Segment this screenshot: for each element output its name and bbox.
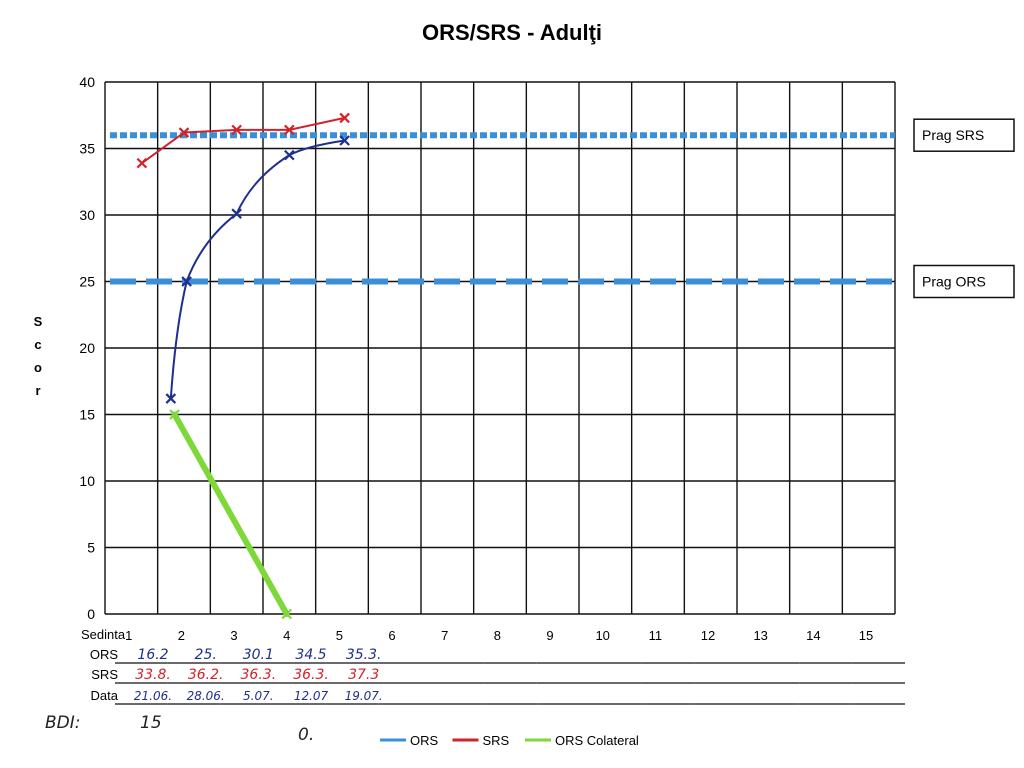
table-cell-data: 21.06. bbox=[134, 689, 172, 703]
data-point bbox=[181, 276, 192, 287]
threshold-label: Prag ORS bbox=[922, 274, 986, 290]
y-tick-label: 20 bbox=[79, 340, 95, 356]
bdi-value-1: 15 bbox=[140, 713, 162, 733]
x-tick-label: 10 bbox=[595, 628, 609, 643]
x-tick-label: 13 bbox=[753, 628, 767, 643]
table-cell-data: 5.07. bbox=[243, 689, 274, 703]
table-row-label: SRS bbox=[91, 667, 118, 682]
y-tick-label: 10 bbox=[79, 473, 95, 489]
series-line bbox=[171, 411, 290, 617]
table-cell-ors: 25. bbox=[195, 647, 217, 663]
x-tick-label: 9 bbox=[546, 628, 553, 643]
bdi-value-2: 0. bbox=[298, 725, 314, 745]
y-axis-label-letter: c bbox=[34, 337, 41, 352]
data-point bbox=[284, 124, 295, 136]
table-row-label: Data bbox=[91, 688, 119, 703]
x-tick-label: 15 bbox=[859, 628, 873, 643]
data-point bbox=[231, 208, 242, 219]
table-cell-srs: 36.3. bbox=[293, 667, 329, 683]
series-line bbox=[169, 139, 346, 400]
table-cell-ors: 34.5 bbox=[295, 647, 326, 663]
y-axis-label-letter: r bbox=[35, 383, 40, 398]
data-point bbox=[284, 149, 295, 161]
table-row-label: ORS bbox=[90, 647, 119, 662]
legend-label: ORS bbox=[410, 733, 439, 748]
data-point bbox=[136, 157, 148, 169]
x-axis-label: Sedinta bbox=[81, 627, 126, 642]
data-point bbox=[178, 127, 190, 138]
table-cell-srs: 36.3. bbox=[241, 667, 277, 683]
x-tick-label: 11 bbox=[649, 628, 663, 643]
chart-title: ORS/SRS - Adulţi bbox=[422, 20, 602, 45]
y-tick-label: 25 bbox=[79, 274, 95, 290]
data-point bbox=[169, 409, 180, 420]
data-point bbox=[165, 393, 177, 404]
y-axis-label-letter: o bbox=[34, 360, 42, 375]
y-tick-label: 15 bbox=[79, 407, 95, 423]
x-tick-label: 5 bbox=[336, 628, 343, 643]
x-tick-label: 8 bbox=[494, 628, 501, 643]
table-cell-data: 19.07. bbox=[345, 689, 383, 703]
x-tick-label: 12 bbox=[701, 628, 715, 643]
legend-label: SRS bbox=[483, 733, 510, 748]
series-srs bbox=[136, 112, 350, 169]
table-cell-srs: 37.3 bbox=[348, 667, 379, 683]
legend-label: ORS Colateral bbox=[555, 733, 639, 748]
table-cell-data: 12.07 bbox=[294, 689, 329, 703]
bdi-label: BDI: bbox=[45, 713, 81, 733]
threshold-label-box bbox=[913, 118, 1015, 152]
y-tick-label: 5 bbox=[87, 540, 95, 556]
series-ors-colateral bbox=[169, 409, 292, 620]
x-tick-label: 14 bbox=[806, 628, 820, 643]
x-tick-label: 6 bbox=[388, 628, 395, 643]
y-axis-label-letter: S bbox=[34, 314, 43, 329]
table-cell-ors: 16.2 bbox=[137, 647, 168, 663]
series-line bbox=[140, 116, 346, 165]
y-tick-label: 30 bbox=[79, 207, 95, 223]
x-tick-label: 4 bbox=[283, 628, 290, 643]
y-tick-label: 35 bbox=[79, 141, 95, 157]
table-cell-srs: 33.8. bbox=[135, 667, 171, 683]
series-ors bbox=[165, 135, 350, 404]
data-point bbox=[339, 112, 350, 124]
x-tick-label: 1 bbox=[125, 628, 132, 643]
table-cell-srs: 36.2. bbox=[188, 667, 224, 683]
x-tick-label: 3 bbox=[230, 628, 237, 643]
data-point bbox=[231, 124, 242, 136]
threshold-label-box bbox=[913, 264, 1015, 299]
y-tick-label: 0 bbox=[87, 606, 95, 622]
x-tick-label: 2 bbox=[178, 628, 185, 643]
table-cell-data: 28.06. bbox=[187, 689, 225, 703]
legend: ORS SRS ORS Colateral bbox=[380, 733, 639, 748]
x-tick-label: 7 bbox=[441, 628, 448, 643]
y-tick-label: 40 bbox=[79, 74, 95, 90]
grid bbox=[104, 81, 896, 615]
threshold-label: Prag SRS bbox=[922, 127, 984, 143]
data-point bbox=[339, 135, 350, 146]
data-point bbox=[281, 608, 292, 620]
table-cell-ors: 30.1 bbox=[243, 647, 274, 663]
table-cell-ors: 35.3. bbox=[346, 647, 382, 663]
